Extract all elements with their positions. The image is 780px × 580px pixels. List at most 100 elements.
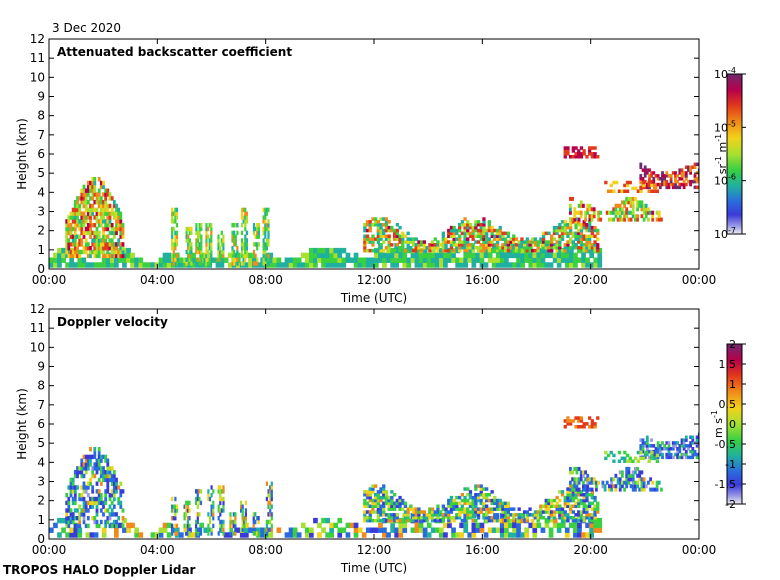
doppler-heatmap-cell <box>468 501 473 506</box>
backscatter-heatmap-cell <box>663 177 666 181</box>
backscatter-heatmap-cell <box>304 252 310 259</box>
doppler-colorbar-tick-label: 2 <box>729 338 736 351</box>
doppler-heatmap-cell <box>104 473 108 479</box>
backscatter-heatmap-cell <box>436 243 440 247</box>
backscatter-y-tick-label: 5 <box>37 166 45 180</box>
doppler-heatmap-cell <box>482 507 486 511</box>
backscatter-heatmap-cell <box>395 223 399 227</box>
doppler-heatmap-cell <box>300 522 306 529</box>
backscatter-heatmap-cell <box>458 225 462 230</box>
doppler-heatmap-cell <box>452 507 456 511</box>
doppler-heatmap-cell <box>571 518 575 523</box>
backscatter-heatmap-cell <box>97 238 101 243</box>
doppler-heatmap-cell <box>252 527 257 533</box>
backscatter-heatmap-cell <box>240 261 244 266</box>
backscatter-heatmap-cell <box>365 240 370 244</box>
backscatter-heatmap-cell <box>262 261 265 266</box>
backscatter-heatmap-cell <box>401 240 405 244</box>
backscatter-heatmap-cell <box>512 247 517 254</box>
doppler-heatmap-cell <box>73 516 77 521</box>
doppler-heatmap-cell <box>590 425 594 429</box>
doppler-heatmap-cell <box>267 519 270 525</box>
doppler-heatmap-cell <box>643 444 647 448</box>
backscatter-heatmap-cell <box>579 214 583 219</box>
doppler-heatmap-cell <box>642 484 646 489</box>
doppler-heatmap-cell <box>436 513 440 517</box>
backscatter-heatmap-cell <box>544 247 550 254</box>
doppler-heatmap-cell <box>174 496 177 502</box>
doppler-heatmap-cell <box>150 532 156 538</box>
doppler-heatmap-cell <box>571 470 574 475</box>
backscatter-heatmap-cell <box>234 238 237 243</box>
doppler-heatmap-cell <box>89 481 92 486</box>
backscatter-heatmap-cell <box>390 252 395 259</box>
doppler-heatmap-cell <box>544 498 548 503</box>
backscatter-colorbar-tick-label: 10-7 <box>714 226 736 241</box>
backscatter-heatmap-cell <box>97 223 101 228</box>
doppler-heatmap-cell <box>471 495 475 500</box>
doppler-heatmap-cell <box>501 507 505 511</box>
backscatter-colorbar-tick-label: 10-4 <box>714 66 736 81</box>
doppler-heatmap-cell <box>414 510 418 514</box>
doppler-heatmap-cell <box>577 498 581 503</box>
doppler-heatmap-cell <box>499 527 505 533</box>
backscatter-heatmap-cell <box>514 237 519 241</box>
doppler-heatmap-cell <box>433 518 437 523</box>
backscatter-heatmap-cell <box>495 246 500 250</box>
backscatter-heatmap-cell <box>508 252 513 259</box>
doppler-heatmap-cell <box>548 527 554 533</box>
backscatter-heatmap-cell <box>122 257 127 263</box>
doppler-heatmap-cell <box>466 498 470 503</box>
doppler-heatmap-cell <box>219 512 222 517</box>
doppler-heatmap-cell <box>616 477 620 482</box>
doppler-heatmap-cell <box>655 484 659 489</box>
doppler-heatmap-cell <box>463 487 467 491</box>
doppler-heatmap-cell <box>449 495 454 500</box>
doppler-heatmap-cell <box>195 489 198 494</box>
doppler-heatmap-cell <box>588 501 592 506</box>
backscatter-x-tick-label: 12:00 <box>357 273 392 287</box>
doppler-heatmap-cell <box>174 508 177 513</box>
doppler-heatmap-cell <box>393 504 397 508</box>
backscatter-heatmap-cell <box>678 182 682 187</box>
backscatter-heatmap-cell <box>593 225 597 230</box>
doppler-heatmap-cell <box>458 507 462 511</box>
backscatter-heatmap-cell <box>398 234 402 238</box>
backscatter-heatmap-cell <box>536 243 540 247</box>
backscatter-heatmap-cell <box>479 231 483 236</box>
doppler-heatmap-cell <box>577 480 581 485</box>
backscatter-heatmap-cell <box>471 228 475 233</box>
backscatter-heatmap-cell <box>245 211 248 216</box>
backscatter-heatmap-cell <box>436 246 440 250</box>
backscatter-heatmap-cell <box>379 231 383 236</box>
backscatter-heatmap-cell <box>571 243 575 247</box>
doppler-heatmap-cell <box>636 473 639 478</box>
backscatter-heatmap-cell <box>471 252 477 259</box>
doppler-heatmap-cell <box>471 522 477 529</box>
backscatter-heatmap-cell <box>582 234 586 238</box>
backscatter-heatmap-cell <box>581 257 586 263</box>
backscatter-heatmap-cell <box>541 234 546 238</box>
doppler-heatmap-cell <box>374 495 378 500</box>
backscatter-heatmap-cell <box>520 240 524 244</box>
backscatter-heatmap-cell <box>187 226 190 232</box>
doppler-heatmap-cell <box>536 516 540 520</box>
doppler-heatmap-cell <box>222 531 225 536</box>
doppler-colorbar-tick-label: 1.5 <box>719 358 737 371</box>
doppler-heatmap-cell <box>493 516 497 520</box>
backscatter-heatmap-cell <box>91 196 95 201</box>
doppler-heatmap-cell <box>645 444 649 448</box>
backscatter-heatmap-cell <box>455 262 460 268</box>
doppler-heatmap-cell <box>78 519 82 525</box>
doppler-heatmap-cell <box>195 519 198 525</box>
backscatter-heatmap-cell <box>590 214 594 219</box>
doppler-heatmap-cell <box>217 516 220 521</box>
doppler-heatmap-cell <box>504 522 509 529</box>
doppler-heatmap-cell <box>428 513 432 517</box>
backscatter-heatmap-cell <box>112 211 116 216</box>
doppler-heatmap-cell <box>487 516 491 520</box>
backscatter-heatmap-cell <box>566 152 570 156</box>
backscatter-heatmap-cell <box>455 243 459 247</box>
backscatter-heatmap-cell <box>67 242 71 247</box>
doppler-heatmap-cell <box>376 510 380 514</box>
